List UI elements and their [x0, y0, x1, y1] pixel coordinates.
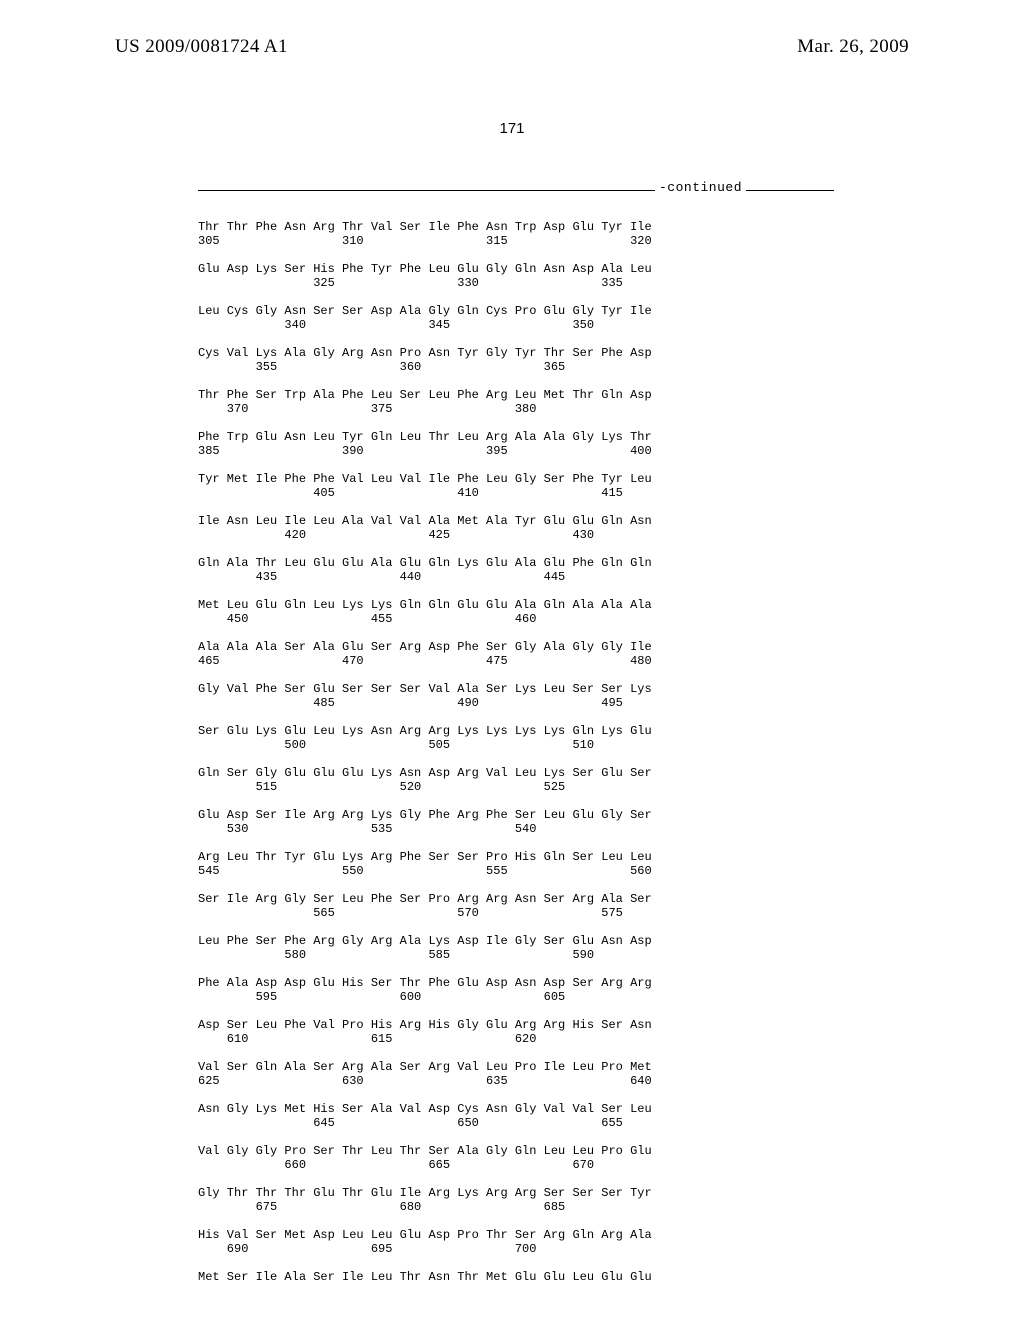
sequence-row: Asn Gly Lys Met His Ser Ala Val Asp Cys …: [198, 1102, 652, 1130]
sequence-row: Gly Thr Thr Thr Glu Thr Glu Ile Arg Lys …: [198, 1186, 652, 1214]
sequence-listing: Thr Thr Phe Asn Arg Thr Val Ser Ile Phe …: [198, 220, 652, 1298]
sequence-row: Glu Asp Ser Ile Arg Arg Lys Gly Phe Arg …: [198, 808, 652, 836]
continued-rule-wrap: -continued: [198, 190, 834, 191]
header-date: Mar. 26, 2009: [797, 36, 909, 58]
sequence-row: Ser Glu Lys Glu Leu Lys Asn Arg Arg Lys …: [198, 724, 652, 752]
sequence-row: Ala Ala Ala Ser Ala Glu Ser Arg Asp Phe …: [198, 640, 652, 668]
sequence-row: Leu Cys Gly Asn Ser Ser Asp Ala Gly Gln …: [198, 304, 652, 332]
sequence-row: Val Gly Gly Pro Ser Thr Leu Thr Ser Ala …: [198, 1144, 652, 1172]
sequence-row: Cys Val Lys Ala Gly Arg Asn Pro Asn Tyr …: [198, 346, 652, 374]
sequence-row: Met Leu Glu Gln Leu Lys Lys Gln Gln Glu …: [198, 598, 652, 626]
sequence-row: Gly Val Phe Ser Glu Ser Ser Ser Val Ala …: [198, 682, 652, 710]
continued-label: -continued: [655, 180, 746, 195]
sequence-row: His Val Ser Met Asp Leu Leu Glu Asp Pro …: [198, 1228, 652, 1256]
sequence-row: Met Ser Ile Ala Ser Ile Leu Thr Asn Thr …: [198, 1270, 652, 1284]
sequence-row: Asp Ser Leu Phe Val Pro His Arg His Gly …: [198, 1018, 652, 1046]
sequence-row: Phe Ala Asp Asp Glu His Ser Thr Phe Glu …: [198, 976, 652, 1004]
sequence-row: Tyr Met Ile Phe Phe Val Leu Val Ile Phe …: [198, 472, 652, 500]
page: US 2009/0081724 A1 Mar. 26, 2009 171 -co…: [0, 0, 1024, 1320]
sequence-row: Thr Thr Phe Asn Arg Thr Val Ser Ile Phe …: [198, 220, 652, 248]
header-doc-number: US 2009/0081724 A1: [115, 36, 288, 58]
sequence-row: Gln Ala Thr Leu Glu Glu Ala Glu Gln Lys …: [198, 556, 652, 584]
sequence-row: Phe Trp Glu Asn Leu Tyr Gln Leu Thr Leu …: [198, 430, 652, 458]
sequence-row: Ile Asn Leu Ile Leu Ala Val Val Ala Met …: [198, 514, 652, 542]
sequence-row: Leu Phe Ser Phe Arg Gly Arg Ala Lys Asp …: [198, 934, 652, 962]
sequence-row: Ser Ile Arg Gly Ser Leu Phe Ser Pro Arg …: [198, 892, 652, 920]
sequence-row: Thr Phe Ser Trp Ala Phe Leu Ser Leu Phe …: [198, 388, 652, 416]
page-number: 171: [0, 120, 1024, 137]
sequence-row: Val Ser Gln Ala Ser Arg Ala Ser Arg Val …: [198, 1060, 652, 1088]
sequence-row: Arg Leu Thr Tyr Glu Lys Arg Phe Ser Ser …: [198, 850, 652, 878]
sequence-row: Glu Asp Lys Ser His Phe Tyr Phe Leu Glu …: [198, 262, 652, 290]
sequence-row: Gln Ser Gly Glu Glu Glu Lys Asn Asp Arg …: [198, 766, 652, 794]
